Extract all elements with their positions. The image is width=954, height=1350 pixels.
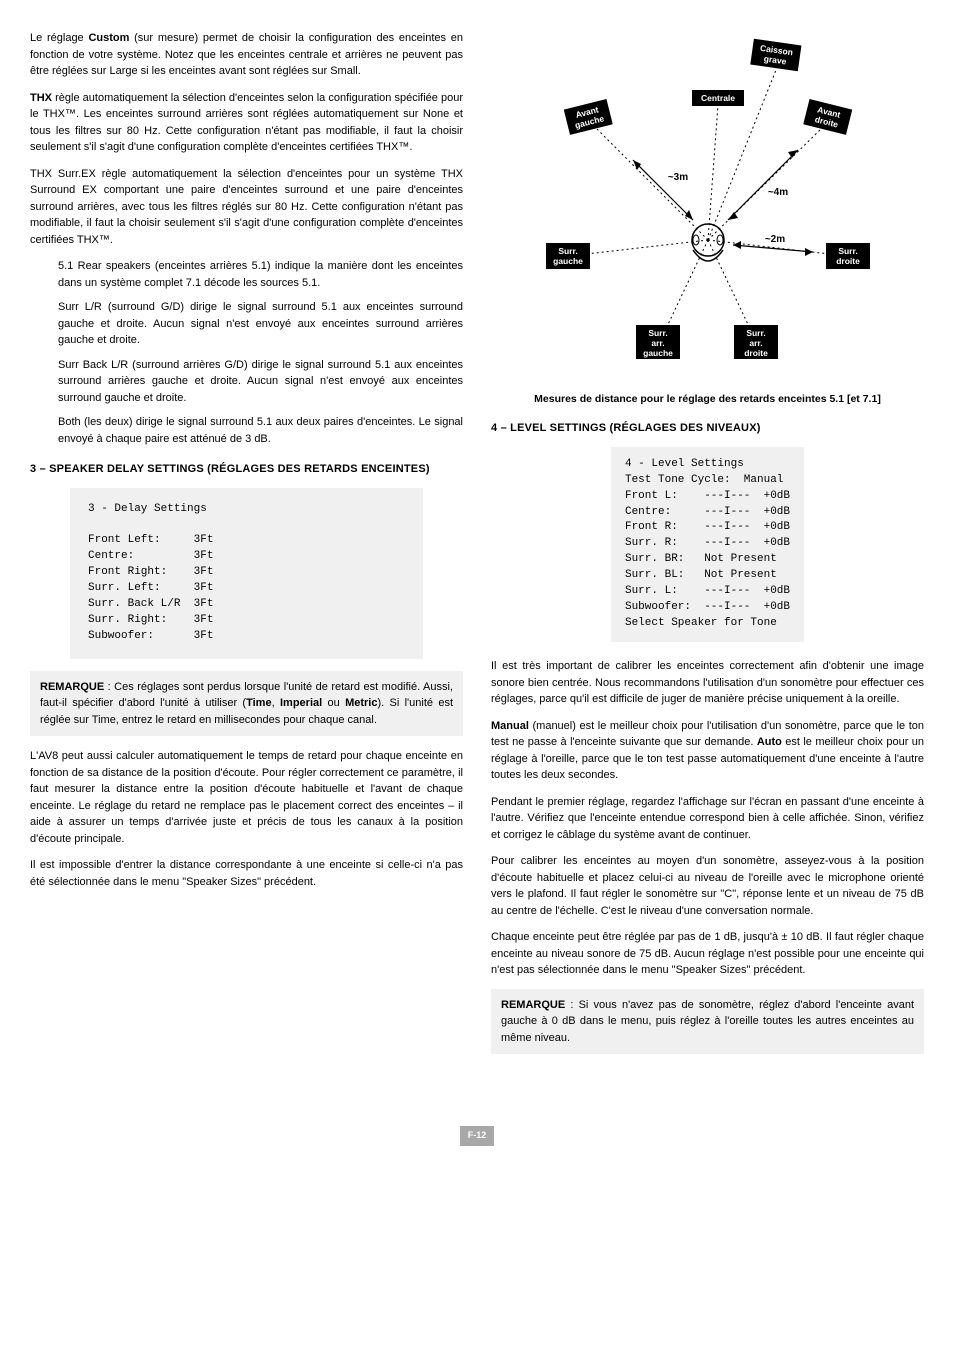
bold: Time (246, 697, 271, 709)
arrow-3m: ~3m (633, 160, 693, 220)
svg-text:arr.: arr. (749, 338, 762, 348)
note-units: REMARQUE : Ces réglages sont perdus lors… (30, 671, 463, 737)
para-step: Chaque enceinte peut être réglée par pas… (491, 929, 924, 979)
centre-label: Centrale (692, 90, 744, 106)
note-no-meter: REMARQUE : Si vous n'avez pas de sonomèt… (491, 989, 924, 1055)
list-item: 5.1 Rear speakers (enceintes arrières 5.… (58, 258, 463, 291)
indent-list: 5.1 Rear speakers (enceintes arrières 5.… (58, 258, 463, 447)
svg-text:droite: droite (744, 348, 768, 358)
para-manual-auto: Manual (manuel) est le meilleur choix po… (491, 718, 924, 784)
arrow-4m: ~4m (728, 150, 798, 220)
bold: THX (30, 92, 52, 104)
svg-text:Surr.: Surr. (746, 328, 765, 338)
svg-text:arr.: arr. (651, 338, 664, 348)
svg-text:gauche: gauche (643, 348, 673, 358)
bold: REMARQUE (40, 681, 104, 693)
svg-text:droite: droite (836, 256, 860, 266)
front-left-label: Avant gauche (563, 99, 612, 135)
svg-text:Surr.: Surr. (558, 246, 577, 256)
delay-settings-box: 3 - Delay Settings Front Left: 3Ft Centr… (70, 488, 423, 659)
list-item: Surr L/R (surround G/D) dirige le signal… (58, 299, 463, 349)
sub-label: Caisson grave (750, 39, 801, 71)
svg-text:Centrale: Centrale (700, 93, 734, 103)
para-thx-surrex: THX Surr.EX règle automatiquement la sél… (30, 166, 463, 249)
text: règle automatiquement la sélection d'enc… (30, 92, 463, 154)
heading-delay-settings: 3 – SPEAKER DELAY SETTINGS (RÉGLAGES DES… (30, 461, 463, 478)
svg-text:Surr.: Surr. (838, 246, 857, 256)
dist-label: ~4m (767, 187, 787, 198)
para-custom: Le réglage Custom (sur mesure) permet de… (30, 30, 463, 80)
svg-text:Surr.: Surr. (648, 328, 667, 338)
bold: Imperial (280, 697, 322, 709)
dist-label: ~2m (764, 234, 784, 245)
list-item: Both (les deux) dirige le signal surroun… (58, 414, 463, 447)
para-thx: THX règle automatiquement la sélection d… (30, 90, 463, 156)
surr-back-left-label: Surr. arr. gauche (636, 325, 680, 359)
arrow-2m: ~2m (733, 234, 813, 256)
svg-text:gauche: gauche (553, 256, 583, 266)
para-impossible: Il est impossible d'entrer la distance c… (30, 857, 463, 890)
speaker-diagram: ~3m ~4m ~2m (491, 30, 924, 386)
bold: Metric (345, 697, 377, 709)
text: ou (322, 697, 345, 709)
bold: Auto (757, 736, 782, 748)
bold: Custom (88, 32, 129, 44)
surr-back-right-label: Surr. arr. droite (734, 325, 778, 359)
footer: F-12 (30, 1126, 924, 1146)
left-column: Le réglage Custom (sur mesure) permet de… (30, 30, 463, 1066)
para-sonometer: Pour calibrer les enceintes au moyen d'u… (491, 853, 924, 919)
surr-left-label: Surr. gauche (546, 243, 590, 269)
list-item: Surr Back L/R (surround arrières G/D) di… (58, 357, 463, 407)
level-settings-box: 4 - Level Settings Test Tone Cycle: Manu… (611, 447, 804, 642)
bold: Manual (491, 720, 529, 732)
text: Le réglage (30, 32, 88, 44)
para-av8: L'AV8 peut aussi calculer automatiquemen… (30, 748, 463, 847)
diagram-caption: Mesures de distance pour le réglage des … (491, 392, 924, 407)
heading-level-settings: 4 – LEVEL SETTINGS (RÉGLAGES DES NIVEAUX… (491, 420, 924, 437)
bold: REMARQUE (501, 999, 565, 1011)
page-number: F-12 (460, 1126, 495, 1146)
para-first-adjust: Pendant le premier réglage, regardez l'a… (491, 794, 924, 844)
text: , (272, 697, 280, 709)
dist-label: ~3m (667, 172, 687, 183)
surr-right-label: Surr. droite (826, 243, 870, 269)
para-calibrate: Il est très important de calibrer les en… (491, 658, 924, 708)
front-right-label: Avant droite (803, 99, 852, 135)
right-column: ~3m ~4m ~2m (491, 30, 924, 1066)
